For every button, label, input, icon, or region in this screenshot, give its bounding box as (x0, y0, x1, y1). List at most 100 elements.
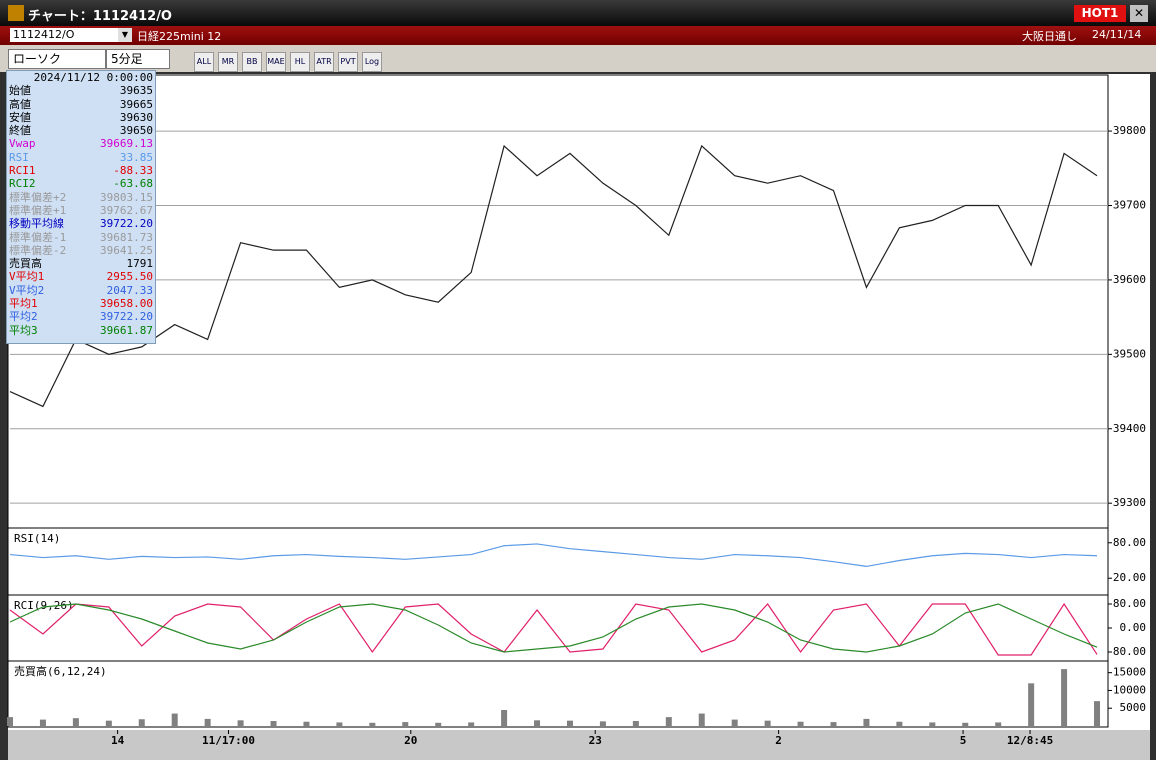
info-row: V平均1 2955.50 (7, 270, 155, 283)
info-value: 39681.73 (100, 230, 153, 244)
panel-title: 売買高(6,12,24) (14, 664, 107, 678)
info-label: 始値 (9, 84, 31, 98)
panel-title: RCI(9,26) (14, 599, 74, 612)
y-tick-label: 39800 (1113, 124, 1146, 137)
info-datetime: 2024/11/12 0:00:00 (33, 71, 153, 84)
volume-bar (764, 720, 771, 726)
info-row: 平均3 39661.87 (7, 324, 155, 337)
info-value: 39762.67 (100, 203, 153, 217)
volume-bar (435, 722, 442, 726)
info-panel: 2024/11/12 0:00:00 始値 39635 高値 39665 安値 39630… (6, 70, 156, 344)
info-value: -88.33 (113, 164, 153, 178)
volume-bar (138, 719, 145, 726)
info-row: V平均2 2047.33 (7, 284, 155, 297)
info-row: RCI2 -63.68 (7, 177, 155, 190)
info-value: 39630 (119, 110, 153, 124)
info-row: 終値 39650 (7, 124, 155, 137)
y-tick-label: 15000 (1113, 666, 1146, 679)
volume-bar (534, 720, 541, 726)
date: 24/11/14 (1092, 28, 1142, 41)
toolbar-button[interactable]: ATR (314, 52, 334, 72)
x-tick-label: 5 (960, 734, 967, 747)
window-title: チャート：1112412/O (28, 9, 172, 24)
y-tick-label: 10000 (1113, 683, 1146, 696)
info-row: 平均2 39722.20 (7, 310, 155, 323)
toolbar-button[interactable]: ALL (194, 52, 214, 72)
y-tick-label: 39400 (1113, 422, 1146, 435)
info-value: 39658.00 (100, 297, 153, 311)
x-tick-label: 20 (404, 734, 417, 747)
volume-bar (896, 721, 903, 726)
toolbar-button[interactable]: BB (242, 52, 262, 72)
info-label: V平均2 (9, 283, 45, 297)
info-value: 39803.15 (100, 190, 153, 204)
volume-bar (830, 722, 837, 726)
volume-bar (665, 717, 672, 726)
symbol-dropdown[interactable]: ▼ (118, 28, 132, 42)
info-label: 平均2 (9, 310, 38, 324)
info-row: Vwap 39669.13 (7, 137, 155, 150)
volume-bar (336, 722, 343, 726)
x-tick-label: 12/8:45 (1007, 734, 1053, 747)
y-tick-label: 5000 (1120, 701, 1147, 714)
volume-bar (303, 721, 310, 726)
toolbar-button[interactable]: MAE (266, 52, 286, 72)
x-tick-label: 2 (775, 734, 782, 747)
toolbar-button[interactable]: PVT (338, 52, 358, 72)
toolbar-button[interactable]: Log (362, 52, 382, 72)
chart-type-select[interactable]: ローソク (8, 49, 106, 69)
volume-bar (7, 717, 13, 726)
info-value: 1791 (126, 257, 154, 271)
x-tick-label: 11/17:00 (202, 734, 255, 747)
hot-button[interactable]: HOT1 (1074, 5, 1126, 22)
info-row: 売買高 1791 (7, 257, 155, 270)
volume-bar (501, 710, 508, 726)
interval-select[interactable]: 5分足 (106, 49, 170, 69)
info-label: 標準偏差+2 (9, 190, 67, 204)
volume-bar (632, 721, 639, 726)
info-label: 高値 (9, 97, 31, 111)
volume-bar (171, 713, 178, 726)
info-value: 39650 (119, 124, 153, 138)
info-label: RCI2 (9, 177, 36, 191)
info-row: 標準偏差+2 39803.15 (7, 191, 155, 204)
info-value: 39722.20 (100, 310, 153, 324)
volume-bar (1028, 683, 1035, 726)
toolbar-button[interactable]: HL (290, 52, 310, 72)
volume-bar (237, 720, 244, 726)
symbol-input[interactable]: 1112412/O (10, 28, 119, 42)
volume-bar (698, 713, 705, 726)
symbol-name: 日経225mini 12 (137, 30, 222, 43)
close-button[interactable]: ✕ (1130, 5, 1148, 22)
volume-bar (863, 718, 870, 726)
info-value: 39641.25 (100, 243, 153, 257)
series-line (9, 543, 1098, 568)
panel-title: RSI(14) (14, 532, 60, 545)
info-value: 2047.33 (106, 283, 153, 297)
y-tick-label: 39600 (1113, 273, 1146, 286)
info-row: 標準偏差+1 39762.67 (7, 204, 155, 217)
info-value: 39669.13 (100, 137, 153, 151)
y-tick-label: 80.00 (1113, 597, 1146, 610)
title-bar: チャート：1112412/O HOT1 ✕ (0, 0, 1156, 26)
y-tick-label: 20.00 (1113, 571, 1146, 584)
y-tick-label: 39500 (1113, 347, 1146, 360)
volume-bar (797, 721, 804, 726)
y-tick-label: 39700 (1113, 198, 1146, 211)
toolbar-button[interactable]: MR (218, 52, 238, 72)
info-label: 安値 (9, 110, 31, 124)
exchange: 大阪日通し (1022, 30, 1077, 43)
info-label: 標準偏差+1 (9, 203, 67, 217)
info-label: 終値 (9, 124, 31, 138)
info-row: RSI 33.85 (7, 151, 155, 164)
volume-bar (731, 719, 738, 726)
volume-bar (270, 721, 277, 726)
info-value: 2955.50 (106, 270, 153, 284)
info-value: 33.85 (119, 150, 153, 164)
info-label: RSI (9, 150, 29, 164)
info-row: 移動平均線 39722.20 (7, 217, 155, 230)
info-row: 標準偏差-1 39681.73 (7, 231, 155, 244)
y-tick-label: 80.00 (1113, 536, 1146, 549)
x-tick-label: 23 (589, 734, 602, 747)
x-tick-label: 14 (111, 734, 125, 747)
